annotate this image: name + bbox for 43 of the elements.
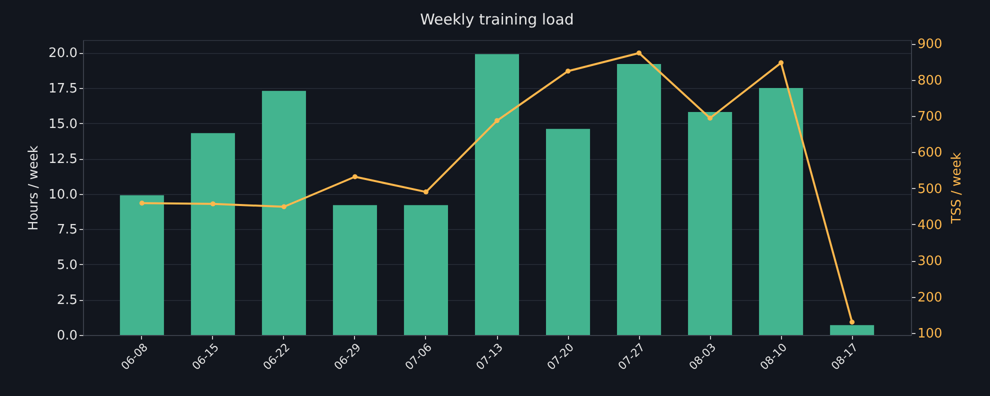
point (352, 174, 358, 180)
y-tick-label: 20.0 (48, 46, 78, 62)
bar (474, 54, 520, 335)
point (210, 201, 216, 206)
y-tick-label: 12.5 (48, 152, 78, 168)
y2-tick-label: 400 (918, 218, 942, 233)
y-tick-label: 15.0 (48, 116, 78, 132)
y2-tick-label: 800 (918, 73, 942, 88)
point (281, 204, 286, 210)
y2-tick-label: 300 (918, 254, 942, 270)
y2-tick-label: 200 (918, 290, 942, 306)
y2-tick-label: 900 (918, 37, 942, 52)
y2-tick-label: 700 (918, 109, 942, 124)
bar (617, 64, 662, 335)
y-tick-label: 7.5 (56, 222, 78, 238)
y-tick-label: 17.5 (48, 81, 78, 96)
bar (404, 205, 448, 335)
bar (688, 112, 732, 335)
y2-tick-label: 500 (918, 182, 942, 197)
y-tick-label: 5.0 (56, 258, 78, 273)
point (708, 116, 713, 121)
y-tick-label: 2.5 (56, 293, 78, 308)
point (139, 200, 144, 206)
y2-axis-title: TSS / week (949, 152, 964, 225)
bar (190, 133, 235, 335)
y-axis-title: Hours / week (26, 145, 42, 230)
bar (332, 205, 377, 335)
y2-tick-label: 600 (918, 146, 942, 161)
y2-tick-label: 100 (918, 326, 942, 342)
y-tick-label: 0.0 (56, 328, 78, 344)
chart-title: Weekly training load (420, 10, 574, 29)
point (494, 118, 500, 124)
point (566, 68, 571, 74)
point (636, 50, 642, 56)
bar (120, 195, 164, 335)
bar (546, 128, 590, 335)
point (423, 189, 428, 194)
y-tick-label: 10.0 (48, 187, 78, 202)
bar (262, 90, 306, 335)
point (850, 320, 855, 325)
point (778, 60, 784, 66)
bar (830, 325, 874, 335)
bar (759, 88, 804, 335)
